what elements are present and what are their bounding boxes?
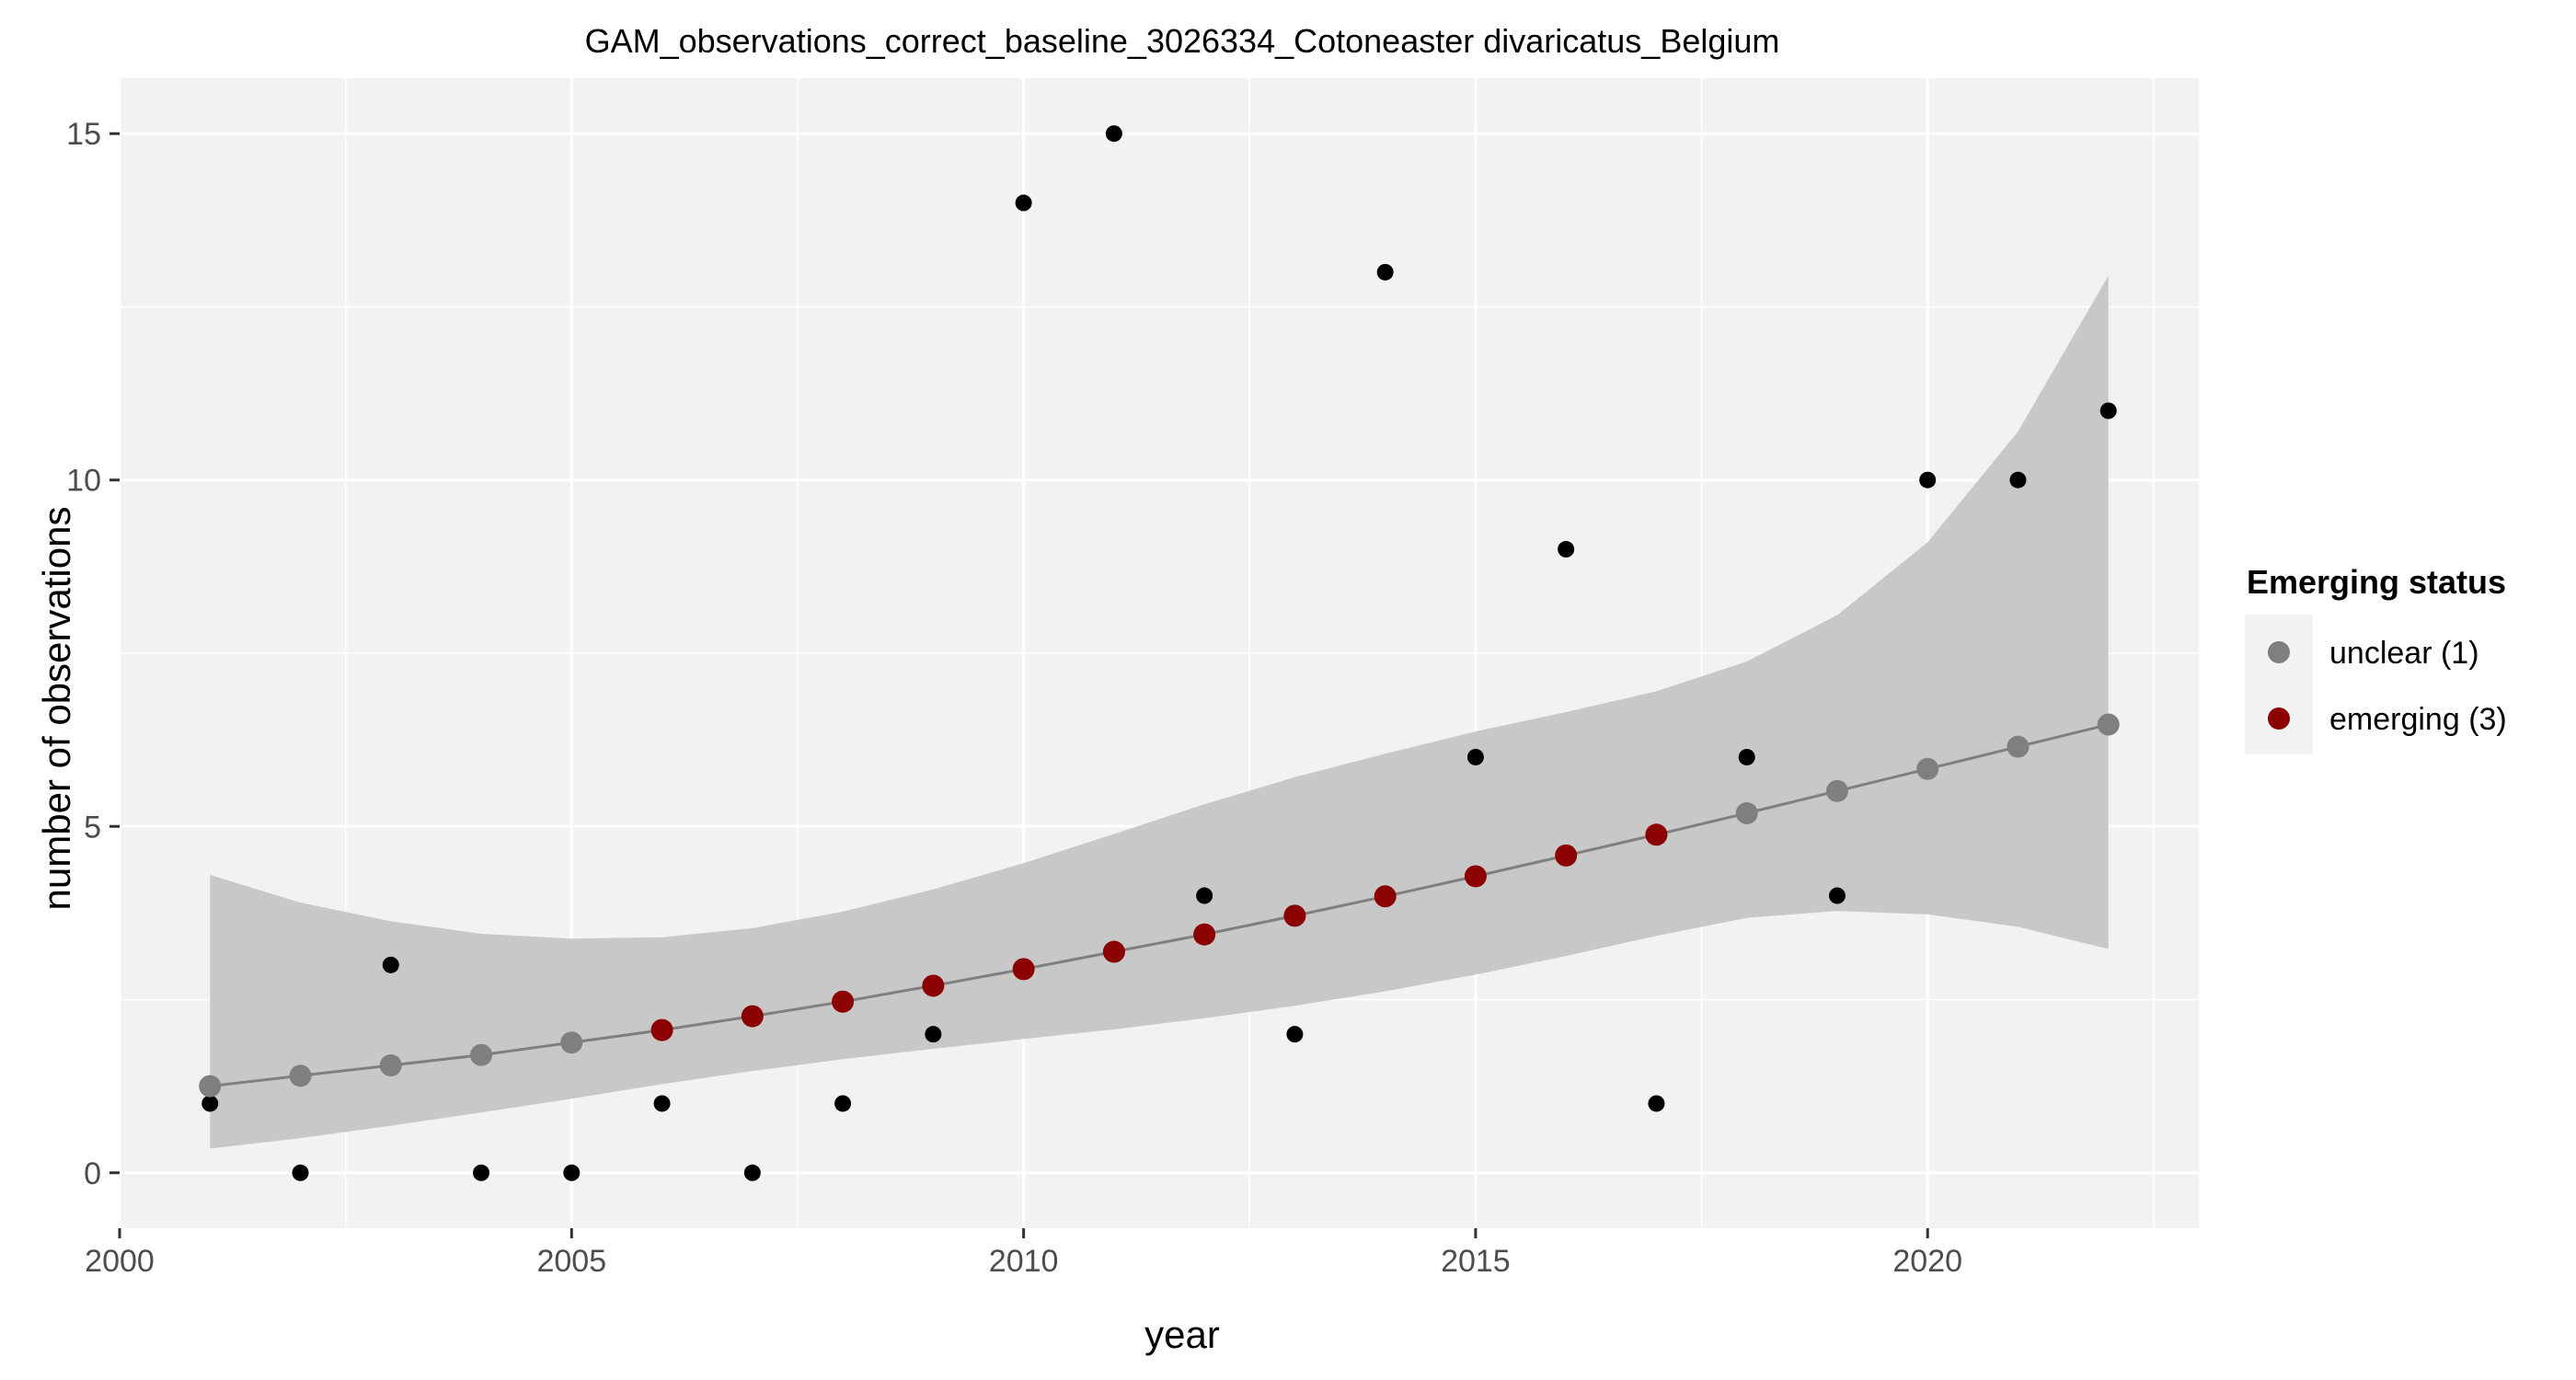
legend-label-emerging: emerging (3) — [2329, 702, 2507, 737]
observation-points — [201, 125, 2117, 1181]
observation-point — [563, 1164, 581, 1181]
x-tick-label: 2015 — [1441, 1244, 1511, 1279]
observation-point — [1558, 541, 1575, 558]
observation-point — [201, 1095, 219, 1112]
legend-key-unclear — [2268, 641, 2290, 663]
observation-point — [2099, 402, 2117, 420]
legend-key-background — [2245, 615, 2313, 754]
fit-point-emerging — [1645, 823, 1668, 846]
observation-point — [1015, 194, 1032, 212]
fit-point-emerging — [1555, 844, 1578, 867]
y-axis: 0 5 10 15 — [66, 117, 120, 1191]
observation-point — [743, 1164, 761, 1181]
observation-point — [653, 1095, 671, 1112]
fit-point-unclear — [379, 1054, 402, 1077]
fit-point-unclear — [2097, 713, 2120, 736]
legend: Emerging status unclear (1) emerging (3) — [2245, 563, 2507, 754]
legend-key-emerging — [2268, 707, 2290, 730]
fit-point-unclear — [289, 1064, 312, 1087]
x-axis: 2000 2005 2010 2015 2020 — [85, 1228, 1962, 1279]
fit-point-unclear — [470, 1043, 493, 1066]
fit-point-emerging — [1102, 940, 1125, 963]
confidence-ribbon — [210, 275, 2109, 1149]
y-tick-label: 5 — [84, 810, 101, 845]
y-axis-title: number of observations — [35, 507, 78, 911]
fit-point-emerging — [1193, 923, 1216, 946]
x-tick-label: 2000 — [85, 1244, 155, 1279]
x-tick-label: 2010 — [989, 1244, 1059, 1279]
fit-point-unclear — [1825, 779, 1848, 802]
fit-point-emerging — [741, 1005, 764, 1028]
fit-points — [199, 713, 2120, 1098]
observation-point — [1738, 748, 1755, 765]
fit-point-emerging — [1012, 958, 1035, 981]
observation-point — [292, 1164, 309, 1181]
fit-point-emerging — [1374, 885, 1397, 908]
chart-title: GAM_observations_correct_baseline_302633… — [585, 22, 1780, 60]
observation-point — [1919, 471, 1937, 489]
x-axis-title: year — [1144, 1313, 1220, 1356]
fit-point-unclear — [199, 1075, 222, 1098]
fit-point-emerging — [1283, 904, 1306, 927]
x-tick-label: 2020 — [1892, 1244, 1962, 1279]
observation-point — [925, 1026, 942, 1043]
observation-point — [382, 956, 399, 973]
fit-point-unclear — [1735, 801, 1758, 824]
observation-point — [1466, 748, 1484, 765]
observation-point — [1648, 1095, 1665, 1112]
y-tick-label: 0 — [84, 1156, 101, 1191]
legend-title: Emerging status — [2247, 563, 2506, 601]
fit-point-emerging — [1464, 865, 1487, 888]
observation-point — [473, 1164, 490, 1181]
observation-point — [834, 1095, 852, 1112]
fit-point-unclear — [2007, 735, 2030, 758]
observation-point — [1828, 887, 1846, 904]
y-tick-label: 10 — [66, 464, 101, 499]
fit-point-emerging — [832, 990, 855, 1013]
legend-label-unclear: unclear (1) — [2329, 636, 2479, 671]
observation-point — [1286, 1026, 1304, 1043]
observation-point — [2009, 471, 2027, 489]
observation-point — [1105, 125, 1122, 143]
fit-point-unclear — [1916, 757, 1939, 780]
fit-point-unclear — [560, 1031, 583, 1054]
observation-point — [1196, 887, 1213, 904]
observation-point — [1376, 263, 1394, 281]
x-tick-label: 2005 — [536, 1244, 606, 1279]
fit-point-emerging — [922, 974, 945, 997]
fit-line — [210, 723, 2110, 1088]
y-tick-label: 15 — [66, 117, 101, 152]
fit-point-emerging — [650, 1018, 673, 1041]
